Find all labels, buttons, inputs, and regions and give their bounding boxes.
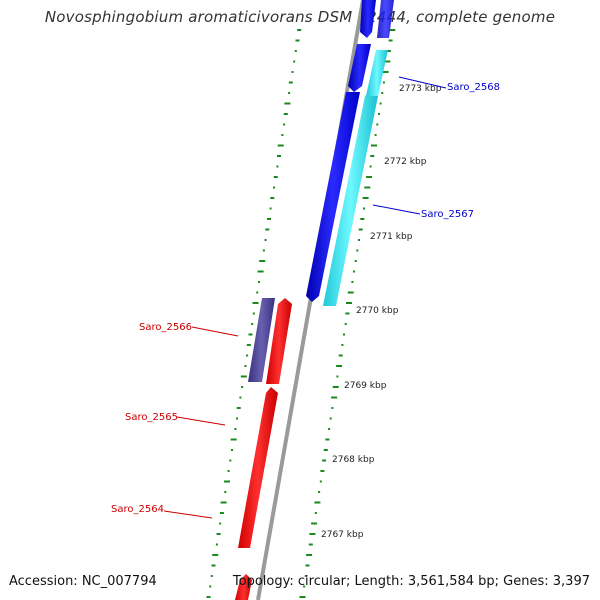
gene-saro2566[interactable]: [248, 298, 275, 382]
gene-label-saro2567[interactable]: Saro_2567: [421, 209, 474, 220]
kbp-ticks: 2773 kbp 2772 kbp 2771 kbp 2770 kbp 2769…: [321, 84, 442, 540]
leader-line: [372, 204, 421, 215]
gene-forward-1[interactable]: [360, 0, 376, 38]
tick-label: 2773 kbp: [399, 84, 442, 94]
tick-label: 2770 kbp: [356, 306, 399, 316]
topology-summary: Topology: circular; Length: 3,561,584 bp…: [232, 574, 590, 589]
gene-label-saro2568[interactable]: Saro_2568: [447, 82, 500, 93]
rna-saro2567[interactable]: [323, 96, 378, 306]
gene-saro2564[interactable]: [235, 574, 252, 600]
gc-skew-track-outer: [299, 29, 396, 598]
tick-label: 2768 kbp: [332, 455, 375, 465]
gene-label-saro2565[interactable]: Saro_2565: [125, 412, 178, 423]
gene-saro2565[interactable]: [238, 387, 278, 548]
tick-label: 2771 kbp: [370, 232, 413, 242]
leader-line: [163, 510, 213, 519]
accession-text: Accession: NC_007794: [9, 574, 157, 589]
gc-skew-track-inner: [206, 29, 302, 598]
tick-label: 2772 kbp: [384, 157, 427, 167]
leader-line: [191, 326, 239, 337]
gene-saro2566-red[interactable]: [266, 298, 292, 384]
leader-line: [398, 76, 447, 89]
gene-labels: Saro_2568 Saro_2567 Saro_2566 Saro_2565 …: [111, 76, 500, 519]
leader-line: [176, 416, 226, 426]
rna-saro2568[interactable]: [366, 50, 388, 96]
gene-label-saro2564[interactable]: Saro_2564: [111, 504, 164, 515]
gene-forward-2[interactable]: [377, 0, 394, 38]
tick-label: 2767 kbp: [321, 530, 364, 540]
map-title: Novosphingobium aromaticivorans DSM 1244…: [44, 8, 556, 26]
gene-label-saro2566[interactable]: Saro_2566: [139, 322, 192, 333]
tick-label: 2769 kbp: [344, 381, 387, 391]
gene-forward-saro2567-partner[interactable]: [306, 92, 360, 302]
gene-forward-3[interactable]: [348, 44, 371, 92]
